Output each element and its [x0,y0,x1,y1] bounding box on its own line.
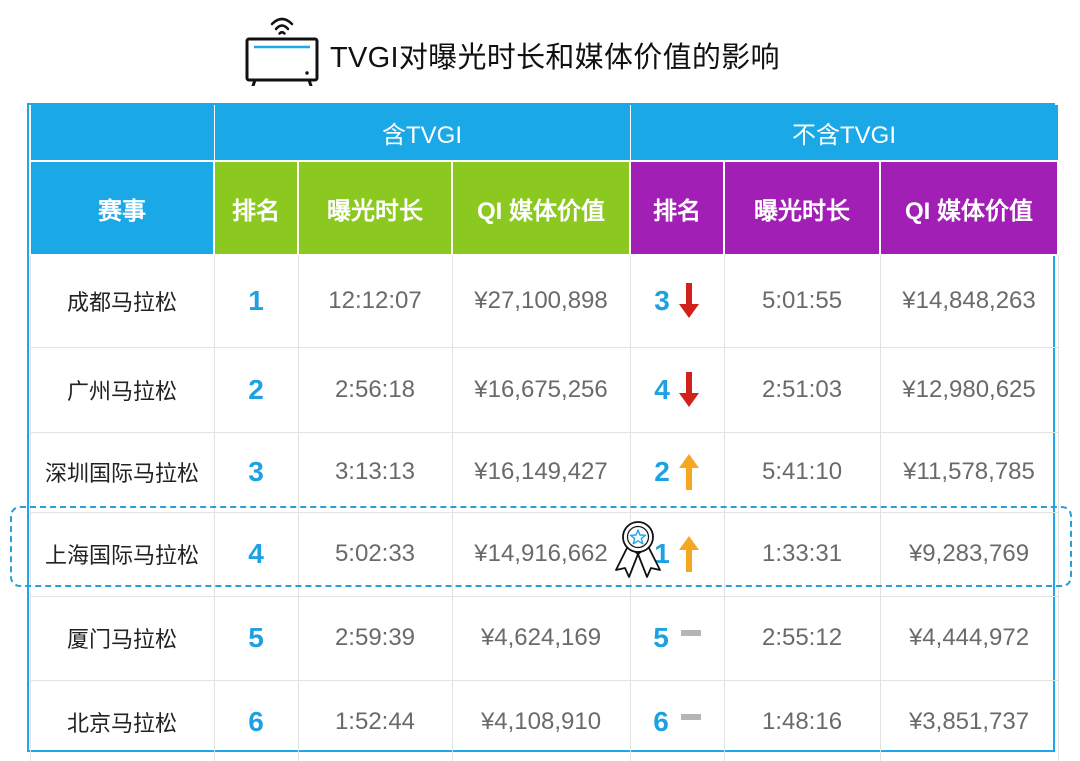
table-row-highlighted: 上海国际马拉松 4 5:02:33 ¥14,916,662 1 1:33:31 … [29,511,1059,597]
rank-without-tvgi: 4 [654,373,670,405]
group-header-row: 含TVGI 不含TVGI [29,105,1059,162]
rank-with-tvgi: 6 [213,679,299,761]
exposure-with-tvgi: 2:59:39 [297,595,453,681]
rank-with-tvgi: 4 [213,511,299,597]
exposure-with-tvgi: 3:13:13 [297,431,453,513]
exposure-with-tvgi: 12:12:07 [297,254,453,348]
header: TVGI对曝光时长和媒体价值的影响 [0,6,1080,92]
column-header-rank-with: 排名 [213,160,299,256]
value-with-tvgi: ¥27,100,898 [451,254,631,348]
award-ribbon-icon [615,521,661,578]
table-row: 深圳国际马拉松 3 3:13:13 ¥16,149,427 2 5:41:10 … [29,431,1059,513]
exposure-without-tvgi: 2:55:12 [723,595,881,681]
group-header-with-tvgi: 含TVGI [213,105,631,162]
value-with-tvgi: ¥16,675,256 [451,346,631,433]
table-row: 北京马拉松 6 1:52:44 ¥4,108,910 6 1:48:16 ¥3,… [29,679,1059,761]
column-header-exposure-with: 曝光时长 [297,160,453,256]
value-without-tvgi: ¥14,848,263 [879,254,1059,348]
value-with-tvgi: ¥4,108,910 [451,679,631,761]
value-without-tvgi: ¥9,283,769 [879,511,1059,597]
value-without-tvgi: ¥4,444,972 [879,595,1059,681]
column-header-value-without: QI 媒体价值 [879,160,1060,256]
arrow-down-icon [678,371,699,407]
column-header-value-with: QI 媒体价值 [450,160,632,256]
value-without-tvgi: ¥11,578,785 [879,431,1059,513]
value-with-tvgi: ¥4,624,169 [451,595,631,681]
column-header-event: 赛事 [29,160,215,256]
event-name: 成都马拉松 [29,254,215,348]
event-name: 广州马拉松 [29,346,215,433]
dash-icon [680,630,701,636]
column-header-row: 赛事 排名 曝光时长 QI 媒体价值 排名 曝光时长 QI 媒体价值 [29,160,1060,256]
exposure-with-tvgi: 5:02:33 [297,511,453,597]
rank-with-tvgi: 5 [213,595,299,681]
exposure-with-tvgi: 1:52:44 [297,679,453,761]
tv-wifi-icon [245,17,319,86]
rank-with-tvgi: 3 [213,431,299,513]
rank-without-tvgi: 6 [653,705,669,737]
value-without-tvgi: ¥12,980,625 [879,346,1059,433]
event-name: 北京马拉松 [29,679,215,761]
exposure-without-tvgi: 5:01:55 [723,254,881,348]
column-header-rank-without: 排名 [629,160,726,256]
rank-without-cell: 2 [629,431,725,513]
exposure-without-tvgi: 5:41:10 [723,431,881,513]
column-header-exposure-without: 曝光时长 [723,160,882,256]
event-name: 深圳国际马拉松 [29,431,215,513]
rank-without-cell: 6 [629,679,725,761]
table-row: 成都马拉松 1 12:12:07 ¥27,100,898 3 5:01:55 ¥… [29,254,1059,348]
rank-without-tvgi: 2 [654,456,670,487]
rank-without-cell: 4 [629,346,725,433]
rank-with-tvgi: 2 [213,346,299,433]
table-row: 广州马拉松 2 2:56:18 ¥16,675,256 4 2:51:03 ¥1… [29,346,1059,433]
exposure-without-tvgi: 2:51:03 [723,346,881,433]
arrow-down-icon [678,283,699,319]
exposure-with-tvgi: 2:56:18 [297,346,453,433]
rank-without-tvgi: 3 [654,285,670,317]
value-with-tvgi: ¥16,149,427 [451,431,631,513]
rank-without-tvgi: 5 [653,622,669,653]
value-with-tvgi: ¥14,916,662 [451,511,631,597]
rank-without-cell: 3 [629,254,725,348]
dash-icon [680,713,701,720]
rank-without-tvgi: 1 [654,538,670,569]
rank-without-cell: 5 [629,595,725,681]
group-header-blank [29,105,215,162]
comparison-table: 含TVGI 不含TVGI 赛事 排名 曝光时长 QI 媒体价值 排名 曝光时长 … [27,103,1060,761]
event-name: 厦门马拉松 [29,595,215,681]
event-name: 上海国际马拉松 [29,511,215,597]
value-without-tvgi: ¥3,851,737 [879,679,1059,761]
group-header-without-tvgi: 不含TVGI [629,105,1059,162]
exposure-without-tvgi: 1:48:16 [723,679,881,761]
page-title: TVGI对曝光时长和媒体价值的影响 [330,42,780,74]
exposure-without-tvgi: 1:33:31 [723,511,881,597]
rank-with-tvgi: 1 [213,254,299,348]
table-row: 厦门马拉松 5 2:59:39 ¥4,624,169 5 2:55:12 ¥4,… [29,595,1059,681]
arrow-up-icon [678,454,699,490]
arrow-up-icon [678,536,699,572]
